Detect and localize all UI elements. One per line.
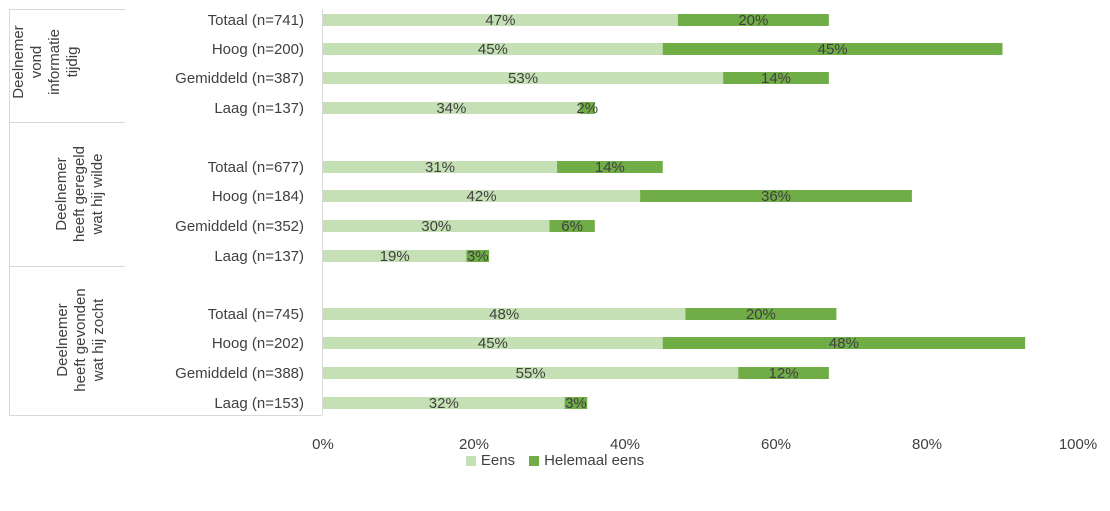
data-label-eens: 19% (380, 248, 410, 265)
category-label: Gemiddeld (n=352) (175, 218, 304, 235)
data-label-eens: 45% (478, 41, 508, 58)
x-tick-label: 40% (610, 436, 640, 453)
bar-helemaal-eens (564, 397, 588, 409)
data-label-eens: 53% (508, 70, 538, 87)
category-label: Hoog (n=184) (212, 188, 304, 205)
bar-helemaal-eens (677, 14, 829, 26)
bar-helemaal-eens (738, 367, 829, 379)
bar-eens (323, 161, 558, 173)
category-label: Totaal (n=745) (208, 306, 304, 323)
data-label-eens: 42% (467, 188, 497, 205)
data-label-helemaal-eens: 6% (561, 218, 583, 235)
data-label-helemaal-eens: 20% (738, 12, 768, 29)
data-label-eens: 30% (421, 218, 451, 235)
group-label-2: Deelnemerheeft gevondenwat hij zocht (54, 288, 107, 391)
legend-swatch-eens (465, 455, 476, 466)
category-label: Laag (n=137) (214, 248, 304, 265)
bar-eens (323, 220, 550, 232)
bar-helemaal-eens (662, 337, 1026, 349)
bar-eens (323, 337, 663, 349)
bar-eens (323, 72, 724, 84)
group-label-line: vond (28, 46, 45, 79)
data-label-helemaal-eens: 48% (829, 335, 859, 352)
x-tick-label: 100% (1059, 436, 1097, 453)
bar-eens (323, 367, 739, 379)
bar-helemaal-eens (685, 308, 837, 320)
bar-helemaal-eens (466, 250, 490, 262)
data-label-eens: 48% (489, 306, 519, 323)
bar-eens (323, 308, 686, 320)
bar-helemaal-eens (579, 102, 595, 114)
data-label-helemaal-eens: 36% (761, 188, 791, 205)
bar-eens (323, 102, 580, 114)
group-label-0: Deelnemervondinformatietijdig (10, 25, 81, 98)
group-label-line: heeft geregeld (71, 146, 88, 242)
legend-item-eens: Eens (465, 452, 516, 469)
legend-label-eens: Eens (480, 452, 516, 469)
bar-helemaal-eens (640, 190, 912, 202)
category-label: Hoog (n=200) (212, 41, 304, 58)
x-tick-label: 0% (312, 436, 334, 453)
x-tick-label: 20% (459, 436, 489, 453)
data-label-eens: 32% (429, 395, 459, 412)
category-label: Totaal (n=741) (208, 12, 304, 29)
legend: Eens Helemaal eens (0, 452, 1110, 469)
data-label-helemaal-eens: 20% (746, 306, 776, 323)
x-tick-label: 80% (912, 436, 942, 453)
data-label-eens: 31% (425, 159, 455, 176)
bar-helemaal-eens (557, 161, 663, 173)
category-label: Totaal (n=677) (208, 159, 304, 176)
x-tick-label: 60% (761, 436, 791, 453)
data-label-helemaal-eens: 14% (761, 70, 791, 87)
group-label-line: tijdig (64, 47, 81, 78)
bar-eens (323, 250, 467, 262)
group-label-line: wat hij zocht (90, 298, 107, 382)
group-label-line: Deelnemer (54, 303, 71, 376)
group-label-line: wat hij wilde (89, 154, 106, 236)
data-label-helemaal-eens: 2% (576, 100, 598, 117)
category-label: Laag (n=153) (214, 395, 304, 412)
category-label: Laag (n=137) (214, 100, 304, 117)
group-label-1: Deelnemerheeft geregeldwat hij wilde (53, 146, 106, 242)
data-label-helemaal-eens: 14% (595, 159, 625, 176)
bar-eens (323, 190, 641, 202)
data-label-helemaal-eens: 3% (565, 395, 587, 412)
data-label-eens: 34% (436, 100, 466, 117)
data-label-helemaal-eens: 45% (818, 41, 848, 58)
bar-eens (323, 43, 663, 55)
bar-eens (323, 14, 678, 26)
group-label-line: Deelnemer (10, 25, 27, 98)
legend-item-helemaal-eens: Helemaal eens (529, 452, 644, 469)
bar-eens (323, 397, 565, 409)
legend-label-helemaal-eens: Helemaal eens (544, 452, 645, 469)
group-label-line: informatie (46, 29, 63, 95)
group-label-line: heeft gevonden (72, 288, 89, 391)
group-label-line: Deelnemer (53, 157, 70, 230)
bar-helemaal-eens (723, 72, 829, 84)
category-label: Gemiddeld (n=388) (175, 365, 304, 382)
category-label: Gemiddeld (n=387) (175, 70, 304, 87)
legend-swatch-helemaal-eens (529, 455, 540, 466)
data-label-eens: 47% (485, 12, 515, 29)
data-label-eens: 55% (516, 365, 546, 382)
data-label-helemaal-eens: 12% (769, 365, 799, 382)
category-label: Hoog (n=202) (212, 335, 304, 352)
data-label-eens: 45% (478, 335, 508, 352)
bar-helemaal-eens (662, 43, 1003, 55)
data-label-helemaal-eens: 3% (467, 248, 489, 265)
bar-helemaal-eens (549, 220, 595, 232)
